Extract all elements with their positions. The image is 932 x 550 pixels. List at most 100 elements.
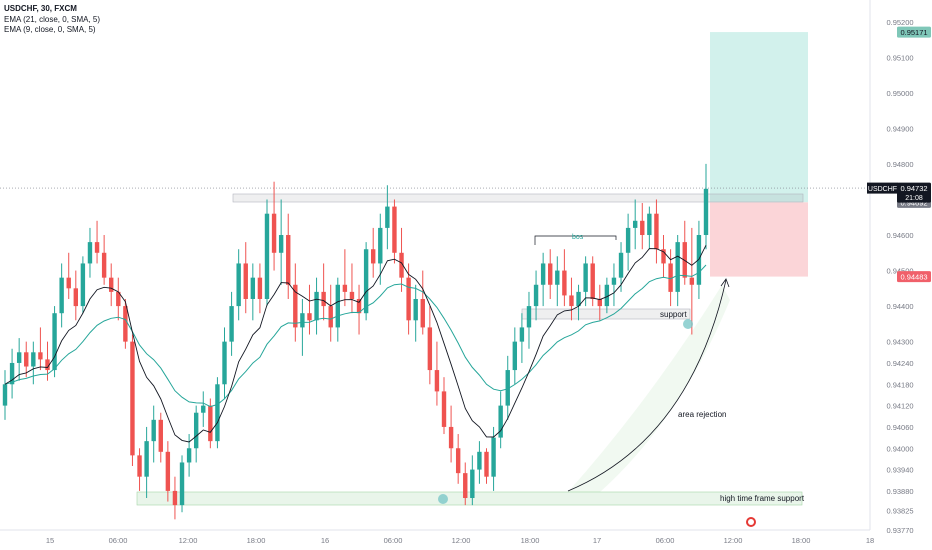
y-tick-label: 0.94500 [886, 267, 913, 276]
candle-body [392, 206, 397, 253]
legend-ema9[interactable]: EMA (9, close, 0, SMA, 5) [4, 25, 96, 34]
candle-body [505, 370, 510, 406]
area-rejection-label: area rejection [678, 410, 726, 419]
candles-layer [2, 163, 709, 520]
candle-body [668, 263, 673, 292]
candle-body [640, 220, 645, 236]
candle-body [484, 451, 489, 477]
candle-body [215, 384, 220, 442]
x-tick-label: 16 [321, 536, 329, 545]
y-tick-label: 0.94300 [886, 338, 913, 347]
entry-price-badge: 0.94692 [900, 198, 927, 207]
y-tick-label: 0.94800 [886, 160, 913, 169]
candle-body [314, 291, 319, 321]
x-tick-label: 17 [593, 536, 601, 545]
candle-body [455, 448, 461, 474]
candle-body [413, 298, 418, 321]
candle-body [271, 213, 277, 253]
x-tick-label: 06:00 [656, 536, 675, 545]
current-price-badge: 0.94732 [900, 184, 927, 193]
candle-body [172, 490, 178, 506]
candle-body [229, 306, 234, 342]
x-tick-label: 12:00 [452, 536, 471, 545]
candle-body [278, 235, 284, 253]
price-badge-bg [897, 182, 931, 203]
candle-body [371, 249, 376, 264]
candle-body [434, 370, 440, 392]
y-tick-label: 0.94240 [886, 359, 913, 368]
zones-layer [0, 32, 870, 506]
x-tick-label: 12:00 [179, 536, 198, 545]
ticker-badge-bg [867, 182, 898, 194]
candle-body [540, 263, 546, 285]
ema-layer [4, 244, 707, 443]
stop-price-badge-bg [897, 271, 931, 283]
candle-body [590, 263, 595, 299]
candle-body [611, 277, 617, 285]
candle-body [109, 277, 114, 292]
candle-body [158, 419, 163, 452]
candle-body [519, 327, 525, 342]
candle-body [300, 313, 305, 328]
candle-body [696, 235, 702, 285]
candle-body [59, 277, 64, 314]
candle-body [420, 298, 425, 328]
x-tick-label: 12:00 [724, 536, 743, 545]
rejection-area [568, 285, 730, 492]
candle-body [654, 213, 659, 250]
candle-body [257, 277, 263, 299]
target-zone [710, 32, 808, 203]
candle-body [689, 277, 695, 285]
candle-body [130, 341, 135, 456]
candle-body [201, 405, 206, 413]
support-touch-marker [683, 319, 693, 329]
x-tick-label: 18:00 [521, 536, 540, 545]
candle-body [555, 270, 560, 285]
x-tick-label: 06:00 [384, 536, 403, 545]
y-tick-label: 0.94400 [886, 302, 913, 311]
candle-body [73, 288, 79, 307]
candle-body [186, 448, 192, 463]
chart-legend: USDCHF, 30, FXCM EMA (21, close, 0, SMA,… [4, 4, 100, 36]
y-tick-label: 0.93880 [886, 487, 913, 496]
candle-body [427, 327, 433, 371]
candle-body [243, 263, 248, 299]
candle-body [321, 291, 326, 307]
candle-body [491, 437, 496, 477]
candle-body [52, 313, 57, 371]
bos-bracket [534, 235, 617, 245]
candle-body [406, 277, 411, 321]
candle-body [250, 277, 256, 299]
candle-body [477, 451, 482, 470]
resistance-zone [232, 193, 804, 203]
candle-body [38, 352, 43, 360]
candle-body [2, 384, 8, 406]
flag-icon-inner [748, 519, 754, 525]
candle-body [165, 451, 171, 491]
candle-body [45, 359, 50, 371]
candle-body [31, 352, 36, 367]
htf-touch-marker [438, 494, 448, 504]
legend-symbol[interactable]: USDCHF, 30, FXCM [4, 4, 77, 13]
candle-body [94, 242, 100, 253]
candle-body [342, 284, 348, 292]
bos-label: bos [572, 234, 584, 241]
ema21-line [4, 264, 707, 408]
y-tick-label: 0.95100 [886, 53, 913, 62]
candle-body [328, 306, 333, 328]
legend-ema21[interactable]: EMA (21, close, 0, SMA, 5) [4, 14, 101, 24]
candle-body [101, 252, 107, 278]
y-tick-label: 0.94600 [886, 231, 913, 240]
support-label: support [660, 310, 687, 319]
y-tick-label: 0.93825 [886, 506, 913, 515]
candle-body [236, 263, 241, 307]
stop-price-badge: 0.94483 [900, 273, 927, 282]
candle-body [179, 462, 185, 506]
candle-body [569, 295, 574, 307]
candle-body [441, 391, 447, 427]
target-price-badge-bg [897, 26, 931, 38]
candle-body [222, 341, 227, 385]
candle-body [208, 405, 213, 442]
candle-body [632, 220, 638, 228]
